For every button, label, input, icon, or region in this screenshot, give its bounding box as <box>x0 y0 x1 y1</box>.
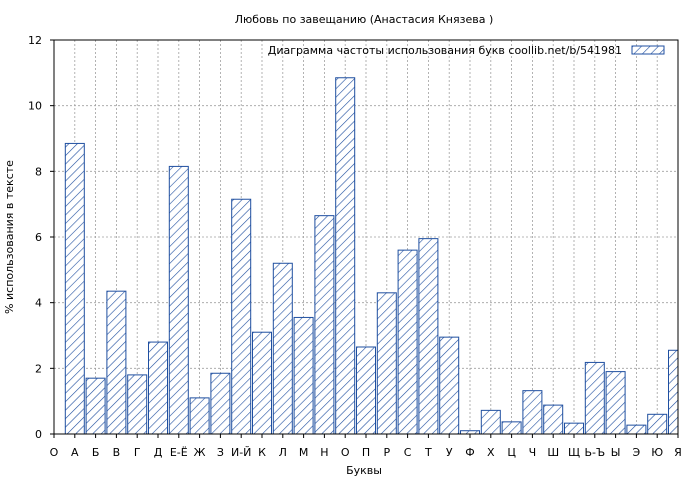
x-tick-label: Ч <box>529 446 537 459</box>
bar-9 <box>231 198 252 435</box>
x-axis-ticks: О А Б В Г Д Е-Ё Ж З И-Й К Л М Н О П Р С Т У Ф Х Ц Ч Ш Щ Ь-Ъ Ы Э Ю Я <box>50 434 682 459</box>
bars <box>64 77 679 435</box>
bar-21 <box>480 409 501 435</box>
bar-8 <box>210 372 231 435</box>
x-tick-label: Н <box>320 446 328 459</box>
x-tick-label: Ы <box>611 446 621 459</box>
x-tick-label: Б <box>92 446 100 459</box>
bar-24 <box>543 404 564 435</box>
chart-title: Любовь по завещанию (Анастасия Князева ) <box>235 13 493 26</box>
bar-5 <box>148 341 168 435</box>
bar-22 <box>501 421 522 435</box>
x-axis-title: Буквы <box>346 464 382 477</box>
bar-23 <box>522 390 543 435</box>
bar-18 <box>418 238 439 435</box>
x-tick-label: Ж <box>194 446 206 459</box>
x-tick-label: К <box>258 446 266 459</box>
bar-28 <box>626 424 647 435</box>
x-tick-label: Ш <box>547 446 559 459</box>
x-tick-label: П <box>362 446 370 459</box>
x-tick-label: У <box>446 446 453 459</box>
x-tick-label: Д <box>154 446 163 459</box>
x-tick-label: Х <box>487 446 495 459</box>
bar-26 <box>584 361 605 435</box>
bar-17 <box>397 249 418 435</box>
bar-2 <box>85 377 106 435</box>
bar-7 <box>189 397 210 435</box>
x-tick-label: Р <box>383 446 390 459</box>
x-tick-label: Л <box>279 446 287 459</box>
bar-16 <box>376 292 397 435</box>
legend-label: Диаграмма частоты использования букв coo… <box>268 44 622 57</box>
bar-15 <box>356 346 376 435</box>
x-tick-label: А <box>71 446 79 459</box>
legend-swatch <box>631 45 665 55</box>
bar-11 <box>272 262 293 435</box>
y-tick-label: 8 <box>35 165 42 178</box>
bar-12 <box>293 316 314 435</box>
bar-6 <box>168 165 189 435</box>
x-tick-label: И-Й <box>231 446 251 459</box>
bar-1 <box>64 142 85 435</box>
y-axis-ticks: 0 2 4 6 8 10 12 <box>28 34 54 441</box>
bar-25 <box>564 422 584 435</box>
y-tick-label: 0 <box>35 428 42 441</box>
y-tick-label: 4 <box>35 297 42 310</box>
x-tick-label: Э <box>633 446 641 459</box>
x-tick-label: В <box>113 446 121 459</box>
x-tick-label: О <box>50 446 59 459</box>
bar-10 <box>252 331 272 435</box>
bar-30 <box>668 349 679 435</box>
bar-19 <box>439 336 460 435</box>
x-tick-label: Е-Ё <box>170 446 188 459</box>
x-tick-label: Ф <box>465 446 474 459</box>
x-tick-label: Щ <box>568 446 580 459</box>
y-tick-label: 6 <box>35 231 42 244</box>
x-tick-label: М <box>299 446 309 459</box>
bar-13 <box>314 215 335 435</box>
y-tick-label: 12 <box>28 34 42 47</box>
x-tick-label: Ь-Ъ <box>584 446 605 459</box>
bar-4 <box>127 374 148 435</box>
bar-3 <box>106 290 127 435</box>
y-tick-label: 2 <box>35 362 42 375</box>
plot-frame <box>53 39 679 435</box>
x-tick-label: Ц <box>507 446 516 459</box>
y-tick-label: 10 <box>28 100 42 113</box>
x-tick-label: Г <box>134 446 141 459</box>
bar-27 <box>605 371 626 435</box>
x-tick-label: Т <box>424 446 432 459</box>
bar-29 <box>647 413 668 435</box>
x-tick-label: З <box>217 446 224 459</box>
bar-14 <box>335 77 356 435</box>
x-tick-label: С <box>404 446 412 459</box>
y-axis-title: % использования в тексте <box>3 160 16 314</box>
x-tick-label: Я <box>674 446 682 459</box>
legend: Диаграмма частоты использования букв coo… <box>268 44 665 57</box>
x-tick-label: Ю <box>651 446 663 459</box>
x-tick-label: О <box>341 446 350 459</box>
